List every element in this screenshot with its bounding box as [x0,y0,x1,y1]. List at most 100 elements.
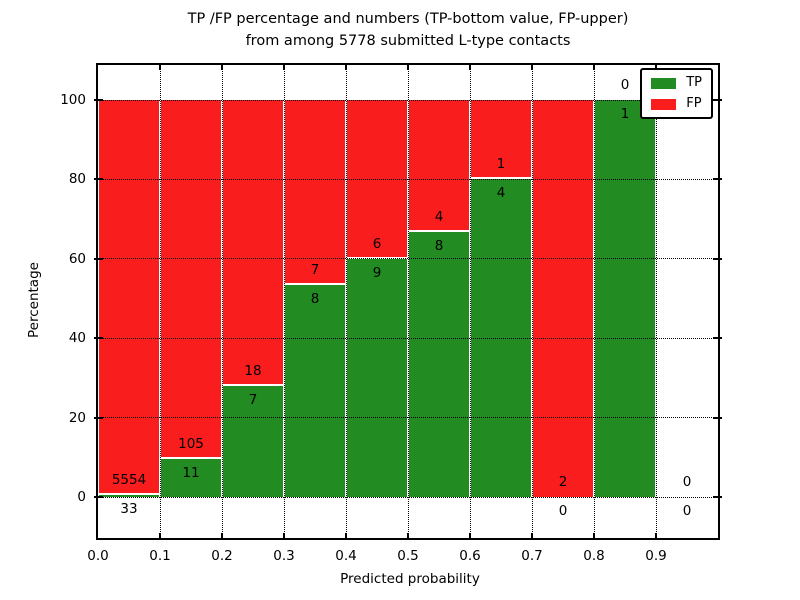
x-tick-label: 0.2 [211,548,233,564]
legend-swatch-FP [651,98,677,110]
tp-count-label: 0 [682,503,692,519]
x-tick-label: 0.4 [335,548,357,564]
xtick-bottom [469,533,471,538]
legend-entry-TP: TP [651,76,702,90]
x-tick-label: 0.1 [149,548,171,564]
ytick-left [94,496,103,498]
xtick-bottom [221,533,223,538]
y-tick-label: 60 [68,250,86,267]
fp-count-label: 18 [244,362,262,379]
ytick-right [713,257,722,260]
tp-count-label: 4 [496,185,506,202]
x-tick-label: 0.9 [645,548,667,564]
bar-fp-0.2-0.3 [223,100,283,386]
y-tick-label: 100 [60,92,86,108]
x-axis-label: Predicted probability [340,571,480,587]
y-tick-label: 80 [68,171,86,188]
x-tick-label: 0.7 [521,548,543,564]
tp-count-label: 8 [434,238,444,255]
fp-count-label: 105 [178,436,204,453]
bar-tp-0.4-0.5 [347,258,407,497]
chart-title: TP /FP percentage and numbers (TP-bottom… [86,8,730,52]
gridline-x-0.5 [407,65,409,538]
plot-area: TP FP 5554 33 105 11 18 7 7 8 6 9 4 8 1 4 2 0 0 1 0 0 [94,63,722,540]
xtick-top [469,65,471,70]
xtick-top [345,65,347,70]
y-tick-label: 40 [68,330,86,347]
tp-count-label: 7 [248,391,258,408]
ytick-right [713,178,722,181]
xtick-top [407,65,409,70]
legend-swatch-TP [651,77,677,89]
ytick-right [713,496,722,498]
ytick-right [713,99,722,101]
bar-fp-0.0-0.1 [99,100,159,495]
xtick-bottom [159,533,161,538]
chart-title-line2: from among 5778 submitted L-type contact… [245,33,571,49]
bar-tp-0.5-0.6 [409,232,469,497]
xtick-top [159,65,161,70]
x-tick-label: 0.3 [273,548,295,564]
ytick-left [94,337,103,340]
gridline-x-0.8 [593,65,595,538]
fp-count-label: 2 [558,474,568,490]
legend: TP FP [640,68,713,119]
xtick-bottom [593,533,595,538]
y-tick-label: 0 [77,489,86,505]
tp-count-label: 0 [558,503,568,519]
legend-entry-FP: FP [651,97,702,111]
xtick-bottom [345,533,347,538]
ytick-right [713,416,722,419]
ytick-right [713,337,722,340]
chart-title-line1: TP /FP percentage and numbers (TP-bottom… [187,11,629,27]
xtick-bottom [531,533,533,538]
xtick-top [655,65,657,70]
tp-count-label: 8 [310,291,320,308]
xtick-top [221,65,223,70]
gridline-x-0.7 [531,65,533,538]
fp-count-label: 0 [682,474,692,490]
fp-count-label: 1 [496,156,506,173]
tp-count-label: 1 [620,106,630,122]
xtick-bottom [283,533,285,538]
bar-fp-0.1-0.2 [161,100,221,460]
bar-tp-0.1-0.2 [161,459,221,497]
fp-count-label: 0 [620,77,630,93]
tp-count-label: 9 [372,264,382,281]
xtick-top [593,65,595,70]
legend-label: FP [686,96,702,111]
legend-label: TP [686,75,702,90]
x-tick-label: 0.5 [397,548,419,564]
gridline-x-0.6 [469,65,471,538]
x-tick-label: 0.6 [459,548,481,564]
ytick-left [94,178,103,181]
gridline-x-0.4 [345,65,347,538]
bar-tp-0.2-0.3 [223,385,283,497]
x-tick-label: 0.8 [583,548,605,564]
gridline-x-0.3 [283,65,285,538]
bar-fp-0.7-0.8 [533,100,593,497]
xtick-bottom [655,533,657,538]
gridline-x-0.9 [655,65,657,538]
bar-tp-0.0-0.1 [99,494,159,497]
ytick-left [94,257,103,260]
gridline-x-0.2 [221,65,223,538]
fp-count-label: 7 [310,262,320,279]
fp-count-label: 5554 [111,471,147,488]
gridline-x-0.1 [159,65,161,538]
xtick-top [531,65,533,70]
bar-fp-0.5-0.6 [409,100,469,233]
tp-count-label: 33 [120,500,138,517]
bar-fp-0.3-0.4 [285,100,345,286]
y-tick-label: 20 [68,409,86,426]
x-tick-label: 0.0 [87,548,109,564]
bar-tp-0.8-0.9 [595,100,655,497]
xtick-top [283,65,285,70]
fp-count-label: 6 [372,235,382,252]
fp-count-label: 4 [434,209,444,226]
tp-count-label: 11 [182,465,200,482]
xtick-bottom [407,533,409,538]
ytick-left [94,416,103,419]
bar-tp-0.3-0.4 [285,285,345,497]
